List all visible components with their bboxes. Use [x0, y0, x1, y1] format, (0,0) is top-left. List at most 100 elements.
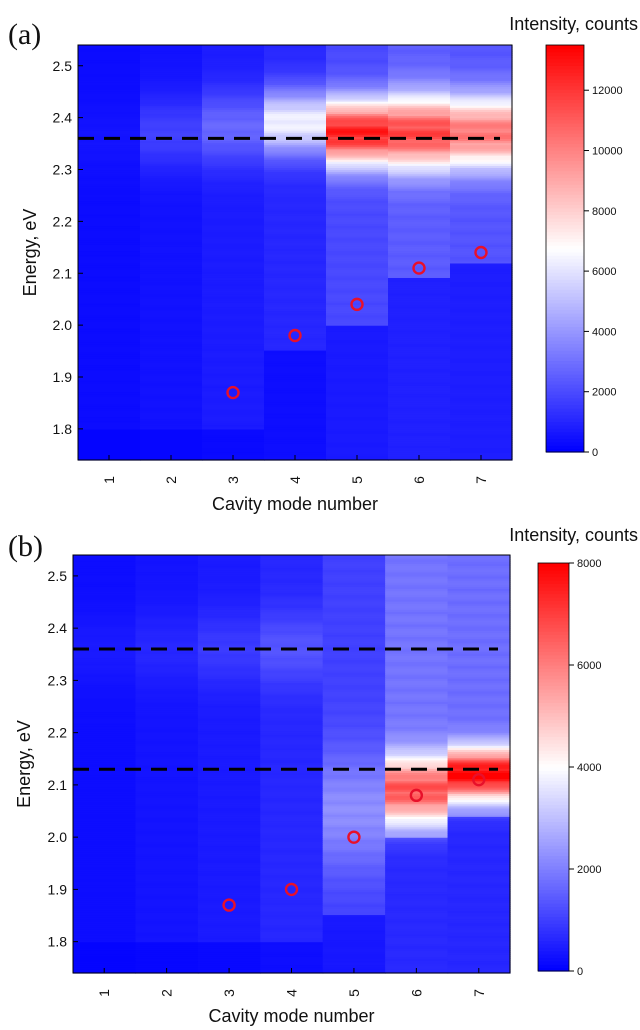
heatmap-cell	[322, 960, 386, 964]
heatmap-cell	[385, 682, 449, 686]
colorbar-segment	[538, 943, 569, 948]
heatmap-cell	[260, 598, 324, 602]
heatmap-cell	[450, 451, 513, 455]
heatmap-cell	[385, 793, 449, 796]
heatmap-cell	[388, 154, 451, 158]
heatmap-cell	[73, 720, 137, 723]
heatmap-cell	[447, 751, 511, 755]
heatmap-cell	[78, 314, 141, 318]
heatmap-cell	[78, 269, 141, 272]
heatmap-cell	[450, 74, 513, 77]
heatmap-cell	[322, 885, 386, 888]
heatmap-cell	[447, 720, 511, 723]
heatmap-cell	[260, 939, 324, 943]
heatmap-cell	[447, 924, 511, 928]
heatmap-cell	[322, 565, 386, 569]
heatmap-cell	[78, 206, 141, 210]
heatmap-cell	[385, 887, 449, 890]
heatmap-cell	[260, 569, 324, 573]
heatmap-cell	[73, 580, 137, 583]
heatmap-cell	[264, 196, 327, 200]
heatmap-cell	[447, 950, 511, 953]
heatmap-cell	[264, 186, 327, 189]
heatmap-cell	[450, 165, 513, 169]
heatmap-cell	[140, 294, 203, 297]
colorbar-segment	[546, 380, 584, 385]
heatmap-cell	[135, 807, 199, 811]
heatmap-cell	[78, 96, 141, 100]
colorbar-segment	[538, 848, 569, 853]
heatmap-cell	[140, 335, 203, 339]
heatmap-cell	[73, 636, 137, 640]
heatmap-cell	[322, 690, 386, 694]
heatmap-cell	[388, 254, 451, 258]
heatmap-cell	[197, 774, 261, 778]
colorbar-segment	[538, 872, 569, 877]
heatmap-cell	[322, 759, 386, 763]
heatmap-cell	[78, 403, 141, 407]
heatmap-cell	[140, 320, 203, 324]
heatmap-cell	[197, 918, 261, 922]
heatmap-cell	[140, 383, 203, 386]
heatmap-cell	[260, 814, 324, 817]
heatmap-cell	[202, 244, 265, 247]
heatmap-cell	[326, 161, 389, 164]
heatmap-cell	[135, 743, 199, 746]
heatmap-cell	[78, 335, 141, 339]
heatmap-cell	[385, 876, 449, 880]
colorbar-segment	[538, 811, 569, 816]
heatmap-cell	[197, 916, 261, 920]
heatmap-cell	[450, 188, 513, 191]
heatmap-cell	[140, 190, 203, 193]
heatmap-cell	[450, 152, 513, 156]
heatmap-cell	[322, 651, 386, 654]
heatmap-cell	[135, 615, 199, 619]
heatmap-cell	[447, 899, 511, 903]
heatmap-cell	[264, 55, 327, 59]
heatmap-cell	[202, 424, 265, 428]
heatmap-cell	[450, 231, 513, 235]
heatmap-cell	[260, 776, 324, 780]
colorbar-segment	[546, 411, 584, 416]
heatmap-cell	[197, 784, 261, 788]
heatmap-cell	[260, 692, 324, 696]
heatmap-cell	[322, 692, 386, 696]
heatmap-cell	[326, 227, 389, 231]
heatmap-cell	[202, 370, 265, 374]
heatmap-cell	[197, 561, 261, 564]
colorbar-segment	[538, 886, 569, 890]
heatmap-cell	[322, 580, 386, 583]
heatmap-cell	[140, 65, 203, 69]
heatmap-cell	[388, 443, 451, 447]
heatmap-cell	[73, 826, 137, 830]
heatmap-cell	[73, 805, 137, 809]
heatmap-cell	[197, 745, 261, 748]
colorbar-segment	[538, 712, 569, 717]
heatmap-cell	[264, 96, 327, 100]
heatmap-cell	[260, 881, 324, 884]
heatmap-cell	[197, 584, 261, 587]
heatmap-cell	[326, 107, 389, 110]
heatmap-cell	[326, 254, 389, 258]
heatmap-cell	[450, 219, 513, 222]
heatmap-cell	[202, 294, 265, 297]
heatmap-cell	[73, 686, 137, 690]
heatmap-cell	[202, 101, 265, 104]
heatmap-cell	[450, 385, 513, 388]
heatmap-cell	[78, 225, 141, 229]
heatmap-cell	[135, 575, 199, 579]
colorbar-segment	[546, 143, 584, 148]
heatmap-cell	[78, 258, 141, 262]
heatmap-cell	[447, 718, 511, 721]
heatmap-cell	[78, 202, 141, 206]
heatmap-cell	[140, 49, 203, 52]
colorbar-tick-label: 4000	[577, 762, 601, 774]
heatmap-cell	[450, 350, 513, 353]
heatmap-cell	[447, 904, 511, 907]
heatmap-cell	[326, 88, 389, 92]
heatmap-cell	[202, 111, 265, 115]
heatmap-cell	[197, 893, 261, 897]
heatmap-cell	[197, 901, 261, 905]
heatmap-cell	[140, 200, 203, 204]
